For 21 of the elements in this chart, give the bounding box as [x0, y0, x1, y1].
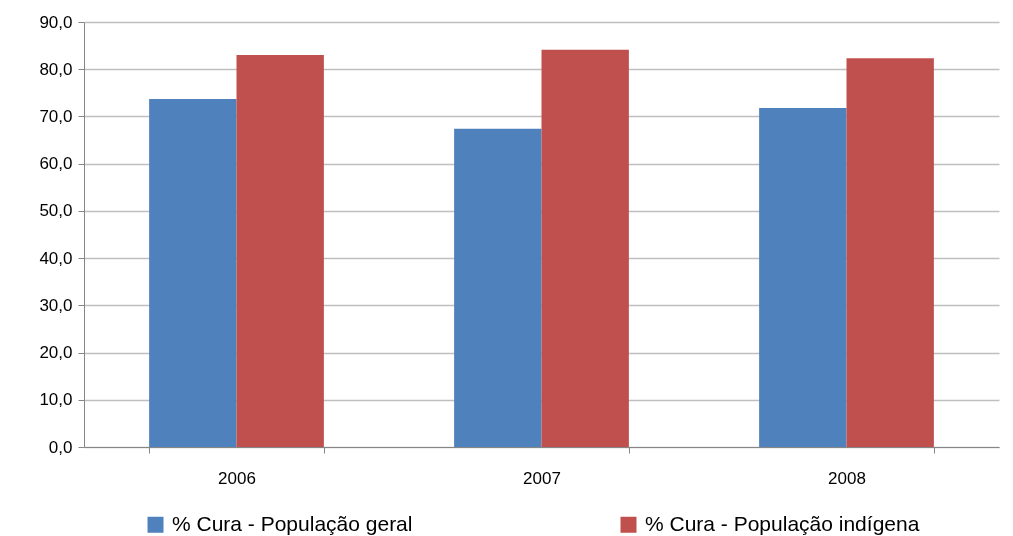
bar — [759, 107, 847, 447]
y-tick-label: 20,0 — [39, 343, 73, 363]
y-tick-label: 0,0 — [48, 437, 73, 457]
x-tick-label: 2007 — [523, 468, 561, 488]
y-tick-label: 90,0 — [39, 12, 73, 32]
y-tick-label: 70,0 — [39, 106, 73, 126]
y-tick-label: 80,0 — [39, 59, 73, 79]
bar — [149, 98, 237, 447]
y-tick-label: 40,0 — [39, 248, 73, 268]
legend-label: % Cura - População geral — [172, 511, 413, 535]
y-tick-label: 50,0 — [39, 201, 73, 221]
bar — [541, 49, 629, 447]
y-tick-label: 60,0 — [39, 154, 73, 174]
bar — [236, 55, 324, 447]
bar — [846, 58, 934, 447]
legend-label: % Cura - População indígena — [645, 511, 920, 535]
y-tick-label: 10,0 — [39, 390, 73, 410]
x-tick-label: 2006 — [218, 468, 256, 488]
x-tick-label: 2008 — [828, 468, 866, 488]
bar — [454, 128, 542, 447]
y-tick-label: 30,0 — [39, 295, 73, 315]
